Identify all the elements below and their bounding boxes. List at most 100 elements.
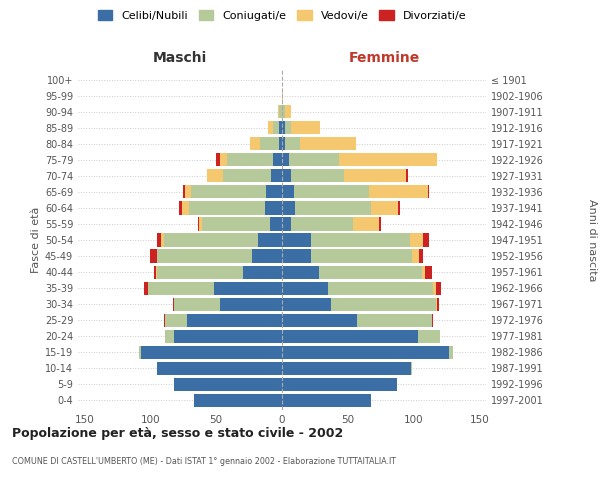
Bar [406,170,409,182]
Bar [282,282,328,294]
Bar [242,266,282,278]
Bar [410,234,423,246]
Bar [199,218,202,230]
Bar [291,170,344,182]
Bar [139,346,141,359]
Bar [174,298,220,310]
Bar [357,314,432,327]
Bar [227,153,273,166]
Bar [282,362,411,375]
Bar [157,266,242,278]
Bar [419,250,423,262]
Bar [282,346,449,359]
Bar [268,121,273,134]
Bar [369,186,428,198]
Bar [379,218,381,230]
Bar [273,121,280,134]
Bar [260,137,280,150]
Text: COMUNE DI CASTELL'UMBERTO (ME) - Dati ISTAT 1° gennaio 2002 - Elaborazione TUTTA: COMUNE DI CASTELL'UMBERTO (ME) - Dati IS… [12,458,396,466]
Bar [282,378,397,391]
Bar [198,218,199,230]
Bar [207,170,223,182]
Bar [161,234,164,246]
Bar [328,282,433,294]
Bar [282,202,295,214]
Bar [422,266,425,278]
Bar [284,105,291,118]
Bar [411,362,412,375]
Bar [284,121,291,134]
Bar [436,282,441,294]
Bar [280,121,282,134]
Bar [282,137,284,150]
Bar [436,298,437,310]
Bar [223,170,271,182]
Bar [155,266,157,278]
Bar [282,234,311,246]
Bar [412,250,419,262]
Bar [353,218,379,230]
Bar [157,250,252,262]
Bar [220,153,227,166]
Bar [273,153,282,166]
Bar [141,346,282,359]
Bar [148,282,214,294]
Bar [311,234,410,246]
Bar [319,266,422,278]
Bar [289,153,338,166]
Bar [271,170,282,182]
Bar [433,282,436,294]
Bar [250,137,260,150]
Bar [295,202,371,214]
Bar [282,314,357,327]
Bar [344,170,406,182]
Bar [311,250,412,262]
Bar [282,250,311,262]
Bar [202,218,270,230]
Bar [214,282,282,294]
Bar [182,202,188,214]
Bar [216,153,220,166]
Bar [331,298,436,310]
Text: Femmine: Femmine [349,51,419,65]
Bar [291,218,353,230]
Bar [282,186,294,198]
Bar [371,202,398,214]
Bar [282,121,284,134]
Legend: Celibi/Nubili, Coniugati/e, Vedovi/e, Divorziati/e: Celibi/Nubili, Coniugati/e, Vedovi/e, Di… [95,8,469,24]
Bar [294,186,369,198]
Text: Maschi: Maschi [153,51,207,65]
Bar [282,170,291,182]
Bar [154,266,155,278]
Bar [165,330,174,343]
Bar [187,314,282,327]
Bar [282,105,284,118]
Text: Anni di nascita: Anni di nascita [587,198,597,281]
Bar [432,314,433,327]
Bar [252,250,282,262]
Bar [270,218,282,230]
Bar [282,218,291,230]
Bar [191,186,266,198]
Bar [183,186,185,198]
Bar [188,202,265,214]
Bar [282,394,371,407]
Bar [280,105,282,118]
Bar [338,153,437,166]
Bar [266,186,282,198]
Bar [291,121,320,134]
Bar [194,394,282,407]
Bar [164,314,165,327]
Bar [423,234,430,246]
Bar [282,89,283,102]
Bar [151,250,157,262]
Bar [282,298,331,310]
Bar [259,234,282,246]
Bar [418,330,440,343]
Bar [425,266,432,278]
Y-axis label: Fasce di età: Fasce di età [31,207,41,273]
Bar [174,330,282,343]
Bar [398,202,400,214]
Bar [174,378,282,391]
Bar [301,137,356,150]
